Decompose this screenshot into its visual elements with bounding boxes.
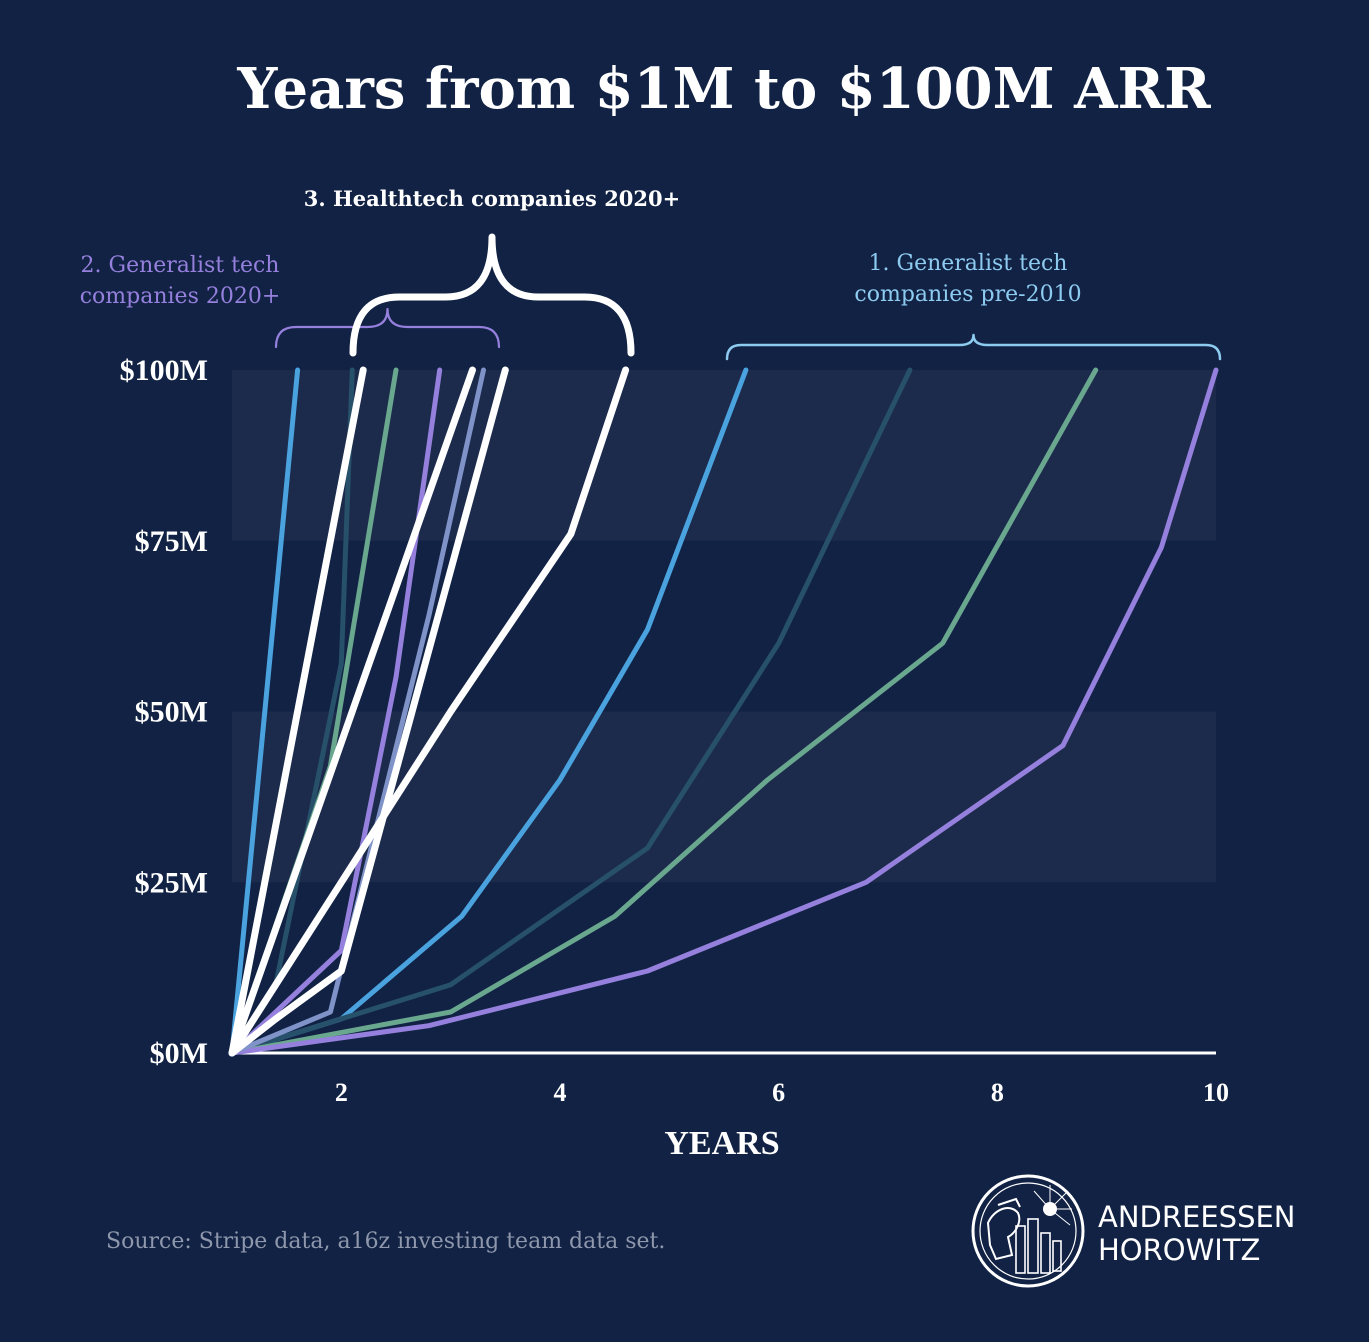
x-tick-label: 8 <box>991 1078 1004 1107</box>
annotation-label-generalist-pre-2010: companies pre-2010 <box>854 282 1081 307</box>
series-line-healthtech-2020 <box>228 366 367 1057</box>
x-tick-label: 10 <box>1203 1078 1229 1107</box>
x-tick-label: 6 <box>772 1078 785 1107</box>
series-line-generalist-2020 <box>229 367 486 1056</box>
background-band <box>232 370 1216 541</box>
a16z-seal-icon <box>971 1174 1085 1288</box>
y-tick-label: $0M <box>150 1037 208 1070</box>
series-line-healthtech-2020 <box>228 366 630 1057</box>
brand-name-line2: HOROWITZ <box>1098 1233 1260 1267</box>
annotation-label-generalist-2020: companies 2020+ <box>80 284 281 309</box>
chart-title: Years from $1M to $100M ARR <box>236 56 1211 122</box>
annotation-label-generalist-2020: 2. Generalist tech <box>81 253 280 278</box>
y-tick-label: $100M <box>120 354 208 387</box>
y-axis-ticks: $0M $25M $50M $75M $100M <box>120 354 208 1070</box>
x-axis-label: YEARS <box>664 1125 779 1162</box>
y-tick-label: $75M <box>135 525 208 558</box>
series-line-generalist-pre-2010 <box>229 367 1099 1056</box>
y-tick-label: $25M <box>135 866 208 899</box>
series-line-healthtech-2020 <box>228 366 509 1057</box>
source-note: Source: Stripe data, a16z investing team… <box>106 1229 665 1254</box>
x-axis-ticks: 2 4 6 8 10 <box>335 1078 1229 1107</box>
series-lines <box>228 366 1219 1057</box>
group-annotations: 1. Generalist tech companies pre-2010 2. G… <box>80 186 1222 361</box>
brace-generalist-2020 <box>274 307 501 349</box>
x-tick-label: 4 <box>554 1078 567 1107</box>
series-line-generalist-pre-2010 <box>229 367 1219 1056</box>
brace-generalist-pre-2010 <box>725 333 1222 361</box>
series-line-generalist-pre-2010 <box>229 367 913 1056</box>
brand-name-line1: ANDREESSEN <box>1098 1200 1296 1234</box>
series-line-generalist-2020 <box>229 367 301 1056</box>
brace-healthtech-2020 <box>349 233 635 357</box>
annotation-label-generalist-pre-2010: 1. Generalist tech <box>869 251 1068 276</box>
annotation-label-healthtech-2020: 3. Healthtech companies 2020+ <box>304 186 681 211</box>
series-line-healthtech-2020 <box>228 366 476 1057</box>
x-tick-label: 2 <box>335 1078 348 1107</box>
y-tick-label: $50M <box>135 696 208 729</box>
background-bands <box>232 370 1216 883</box>
